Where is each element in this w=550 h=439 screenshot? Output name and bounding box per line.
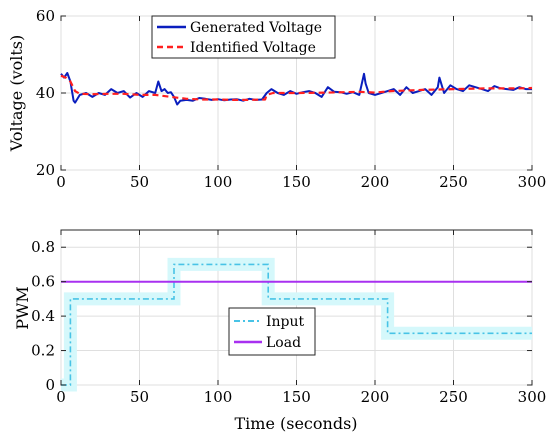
pwm-x-tick-label: 50 — [130, 388, 149, 406]
pwm-y-axis-label: PWM — [13, 286, 32, 330]
voltage-legend-box — [151, 15, 336, 59]
pwm-x-tick-label: 250 — [439, 388, 468, 406]
identified-voltage-line — [60, 74, 533, 102]
pwm-x-tick-label: 100 — [204, 388, 233, 406]
pwm-x-tick-label: 300 — [518, 388, 547, 406]
pwm-legend-box — [228, 307, 316, 356]
legend-identified-label: Identified Voltage — [190, 40, 316, 56]
pwm-y-tick-label: 0.2 — [31, 342, 55, 360]
legend-load-label: Load — [266, 335, 301, 351]
pwm-chart: 0 50 100 150 200 250 300 0 0.2 0.4 0.6 0.8 PWM Time… — [13, 229, 546, 433]
input-line — [61, 263, 532, 386]
legend-generated-label: Generated Voltage — [190, 20, 322, 36]
voltage-ticks: 0 50 100 150 200 250 300 20 40 60 — [36, 7, 546, 191]
pwm-y-tick-label: 0.8 — [31, 238, 55, 256]
pwm-y-tick-label: 0 — [45, 376, 55, 394]
voltage-series — [60, 72, 533, 106]
legend-input-label: Input — [266, 314, 305, 330]
voltage-y-tick-label: 40 — [36, 84, 55, 102]
voltage-x-tick-label: 50 — [130, 173, 149, 191]
pwm-series — [61, 257, 532, 392]
voltage-x-tick-label: 300 — [518, 173, 547, 191]
voltage-y-tick-label: 60 — [36, 7, 55, 25]
voltage-x-tick-label: 150 — [282, 173, 311, 191]
voltage-legend: Generated Voltage Identified Voltage — [151, 15, 336, 59]
pwm-legend: Input Load — [228, 307, 316, 356]
voltage-chart: 0 50 100 150 200 250 300 20 40 60 Voltage (volts)… — [7, 7, 546, 191]
pwm-x-tick-label: 0 — [56, 388, 66, 406]
voltage-x-tick-label: 0 — [56, 173, 66, 191]
voltage-x-tick-label: 200 — [361, 173, 390, 191]
pwm-ticks: 0 50 100 150 200 250 300 0 0.2 0.4 0.6 0.8 — [31, 230, 546, 406]
pwm-y-tick-label: 0.4 — [31, 307, 55, 325]
voltage-y-axis-label: Voltage (volts) — [7, 35, 26, 153]
voltage-x-tick-label: 250 — [439, 173, 468, 191]
pwm-y-tick-label: 0.6 — [31, 273, 55, 291]
voltage-y-tick-label: 20 — [36, 161, 55, 179]
pwm-x-tick-label: 200 — [361, 388, 390, 406]
pwm-x-tick-label: 150 — [282, 388, 311, 406]
pwm-x-axis-label: Time (seconds) — [234, 414, 357, 433]
voltage-x-tick-label: 100 — [204, 173, 233, 191]
